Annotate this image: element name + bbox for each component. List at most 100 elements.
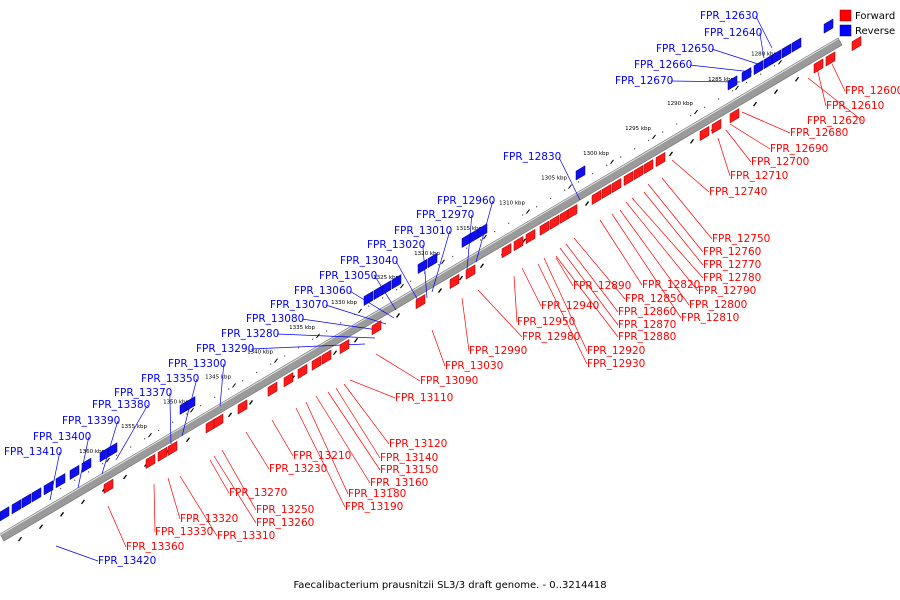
reverse-gene-block-top [428,251,440,259]
reverse-gene-label: FPR_12650 [656,43,714,55]
scale-tick-mark [778,60,782,65]
scale-tick-mark [190,408,194,413]
scale-dot [74,479,76,481]
forward-leader-line [521,267,542,307]
reverse-gene-label: FPR_12640 [704,27,762,39]
gene-labels: FPR_12630 FPR_12640 FPR_12650 FPR_12660 FPR_… [4,10,900,567]
forward-gene-block-top [312,354,324,362]
forward-gene-label: FPR_12810 [681,312,739,324]
reverse-gene-block [363,290,374,306]
scale-tick-label: 1325 kbp [373,275,399,281]
forward-gene-label: FPR_13140 [380,452,438,464]
scale-dot [466,247,468,249]
reverse-gene-block-top [418,257,430,265]
scale-tick-label: 1320 kbp [414,251,440,257]
lower-scale-mark [353,337,359,343]
scale-dot [648,139,650,142]
forward-gene-block [825,51,836,67]
forward-leader-line [271,419,294,457]
forward-leader-line [327,391,381,471]
scale-tick-label: 1300 kbp [583,151,609,157]
forward-leader-line [349,379,396,399]
scale-tick-mark [652,134,656,140]
reverse-gene-label: FPR_13390 [62,415,120,427]
label-leader-lines [49,15,864,562]
forward-gene-block-top [624,169,636,177]
lower-scale-mark [794,76,800,82]
scale-tick-label: 1280 kbp [751,51,777,57]
forward-gene-label: FPR_12800 [689,299,747,311]
scale-dot [480,239,482,241]
lower-scale-mark [122,474,128,480]
forward-gene-label: FPR_13260 [256,517,314,529]
forward-leader-line [555,255,619,338]
reverse-gene-block-top [392,272,404,280]
forward-gene-label: FPR_13250 [256,504,314,516]
reverse-gene-block-top [56,471,68,479]
scale-dot [578,181,580,183]
scale-tick-label: 1360 kbp [79,449,105,455]
forward-leader-line [107,505,127,548]
lower-scale-mark [752,101,758,107]
reverse-gene-block-top [32,485,44,494]
forward-gene-label: FPR_12950 [517,316,575,328]
scale-dot [354,313,356,316]
forward-gene-block-top [568,202,580,210]
forward-gene-label: FPR_12680 [790,127,848,139]
scale-tick-mark [568,184,572,189]
forward-gene-label: FPR_12760 [703,246,761,258]
forward-gene-block-top [514,234,526,242]
reverse-gene-block [81,457,92,473]
lower-scale-mark [584,201,590,206]
forward-leader-line [343,383,390,445]
forward-leader-line [599,219,643,286]
scale-tick-mark [483,234,487,240]
forward-gene-block [311,355,322,371]
reverse-gene-block-top [22,491,34,499]
forward-gene-block [591,189,602,206]
forward-gene-block [103,478,114,494]
reverse-gene-block-top [742,65,754,73]
forward-gene-block [601,183,612,200]
reverse-leader-line [558,156,581,201]
scale-dot [228,388,230,390]
scale-dot [284,355,286,357]
forward-leader-line [625,201,699,292]
forward-gene-block [729,108,740,124]
reverse-leader-line [276,333,376,339]
forward-gene-block-top [712,117,724,125]
reverse-gene-label: FPR_13290 [196,343,254,355]
forward-leader-line [661,177,713,240]
reverse-leader-line [325,304,387,325]
scale-dot [242,380,244,382]
forward-gene-block-top [466,262,478,271]
forward-leader-line [559,247,619,326]
forward-gene-label: FPR_12940 [541,300,599,312]
forward-gene-block [267,381,278,397]
forward-gene-label: FPR_12600 [845,85,900,97]
forward-gene-block-top [826,49,838,58]
forward-gene-block-top [550,213,562,221]
forward-gene-label: FPR_12690 [770,143,828,155]
forward-gene-label: FPR_13310 [217,530,275,542]
scale-dot [690,114,692,117]
forward-gene-label: FPR_12740 [709,186,767,198]
scale-dot [718,98,720,100]
reverse-leader-line [301,318,379,331]
forward-leader-line [213,455,257,524]
scale-tick-label: 1355 kbp [121,424,147,430]
scale-dot [116,454,118,456]
scale-dot [704,106,706,108]
scale-tick-mark [735,85,739,91]
forward-gene-block-top [238,397,250,406]
scale-tick-label: 1340 kbp [247,350,273,356]
reverse-leader-line [711,48,759,65]
forward-leader-line [619,209,690,306]
backbone-highlight [0,38,839,536]
scale-dot [60,487,62,490]
forward-gene-block-top [298,362,310,370]
reverse-gene-label: FPR_13010 [394,225,452,237]
scale-tick-mark [610,159,614,165]
forward-gene-block [213,413,224,429]
